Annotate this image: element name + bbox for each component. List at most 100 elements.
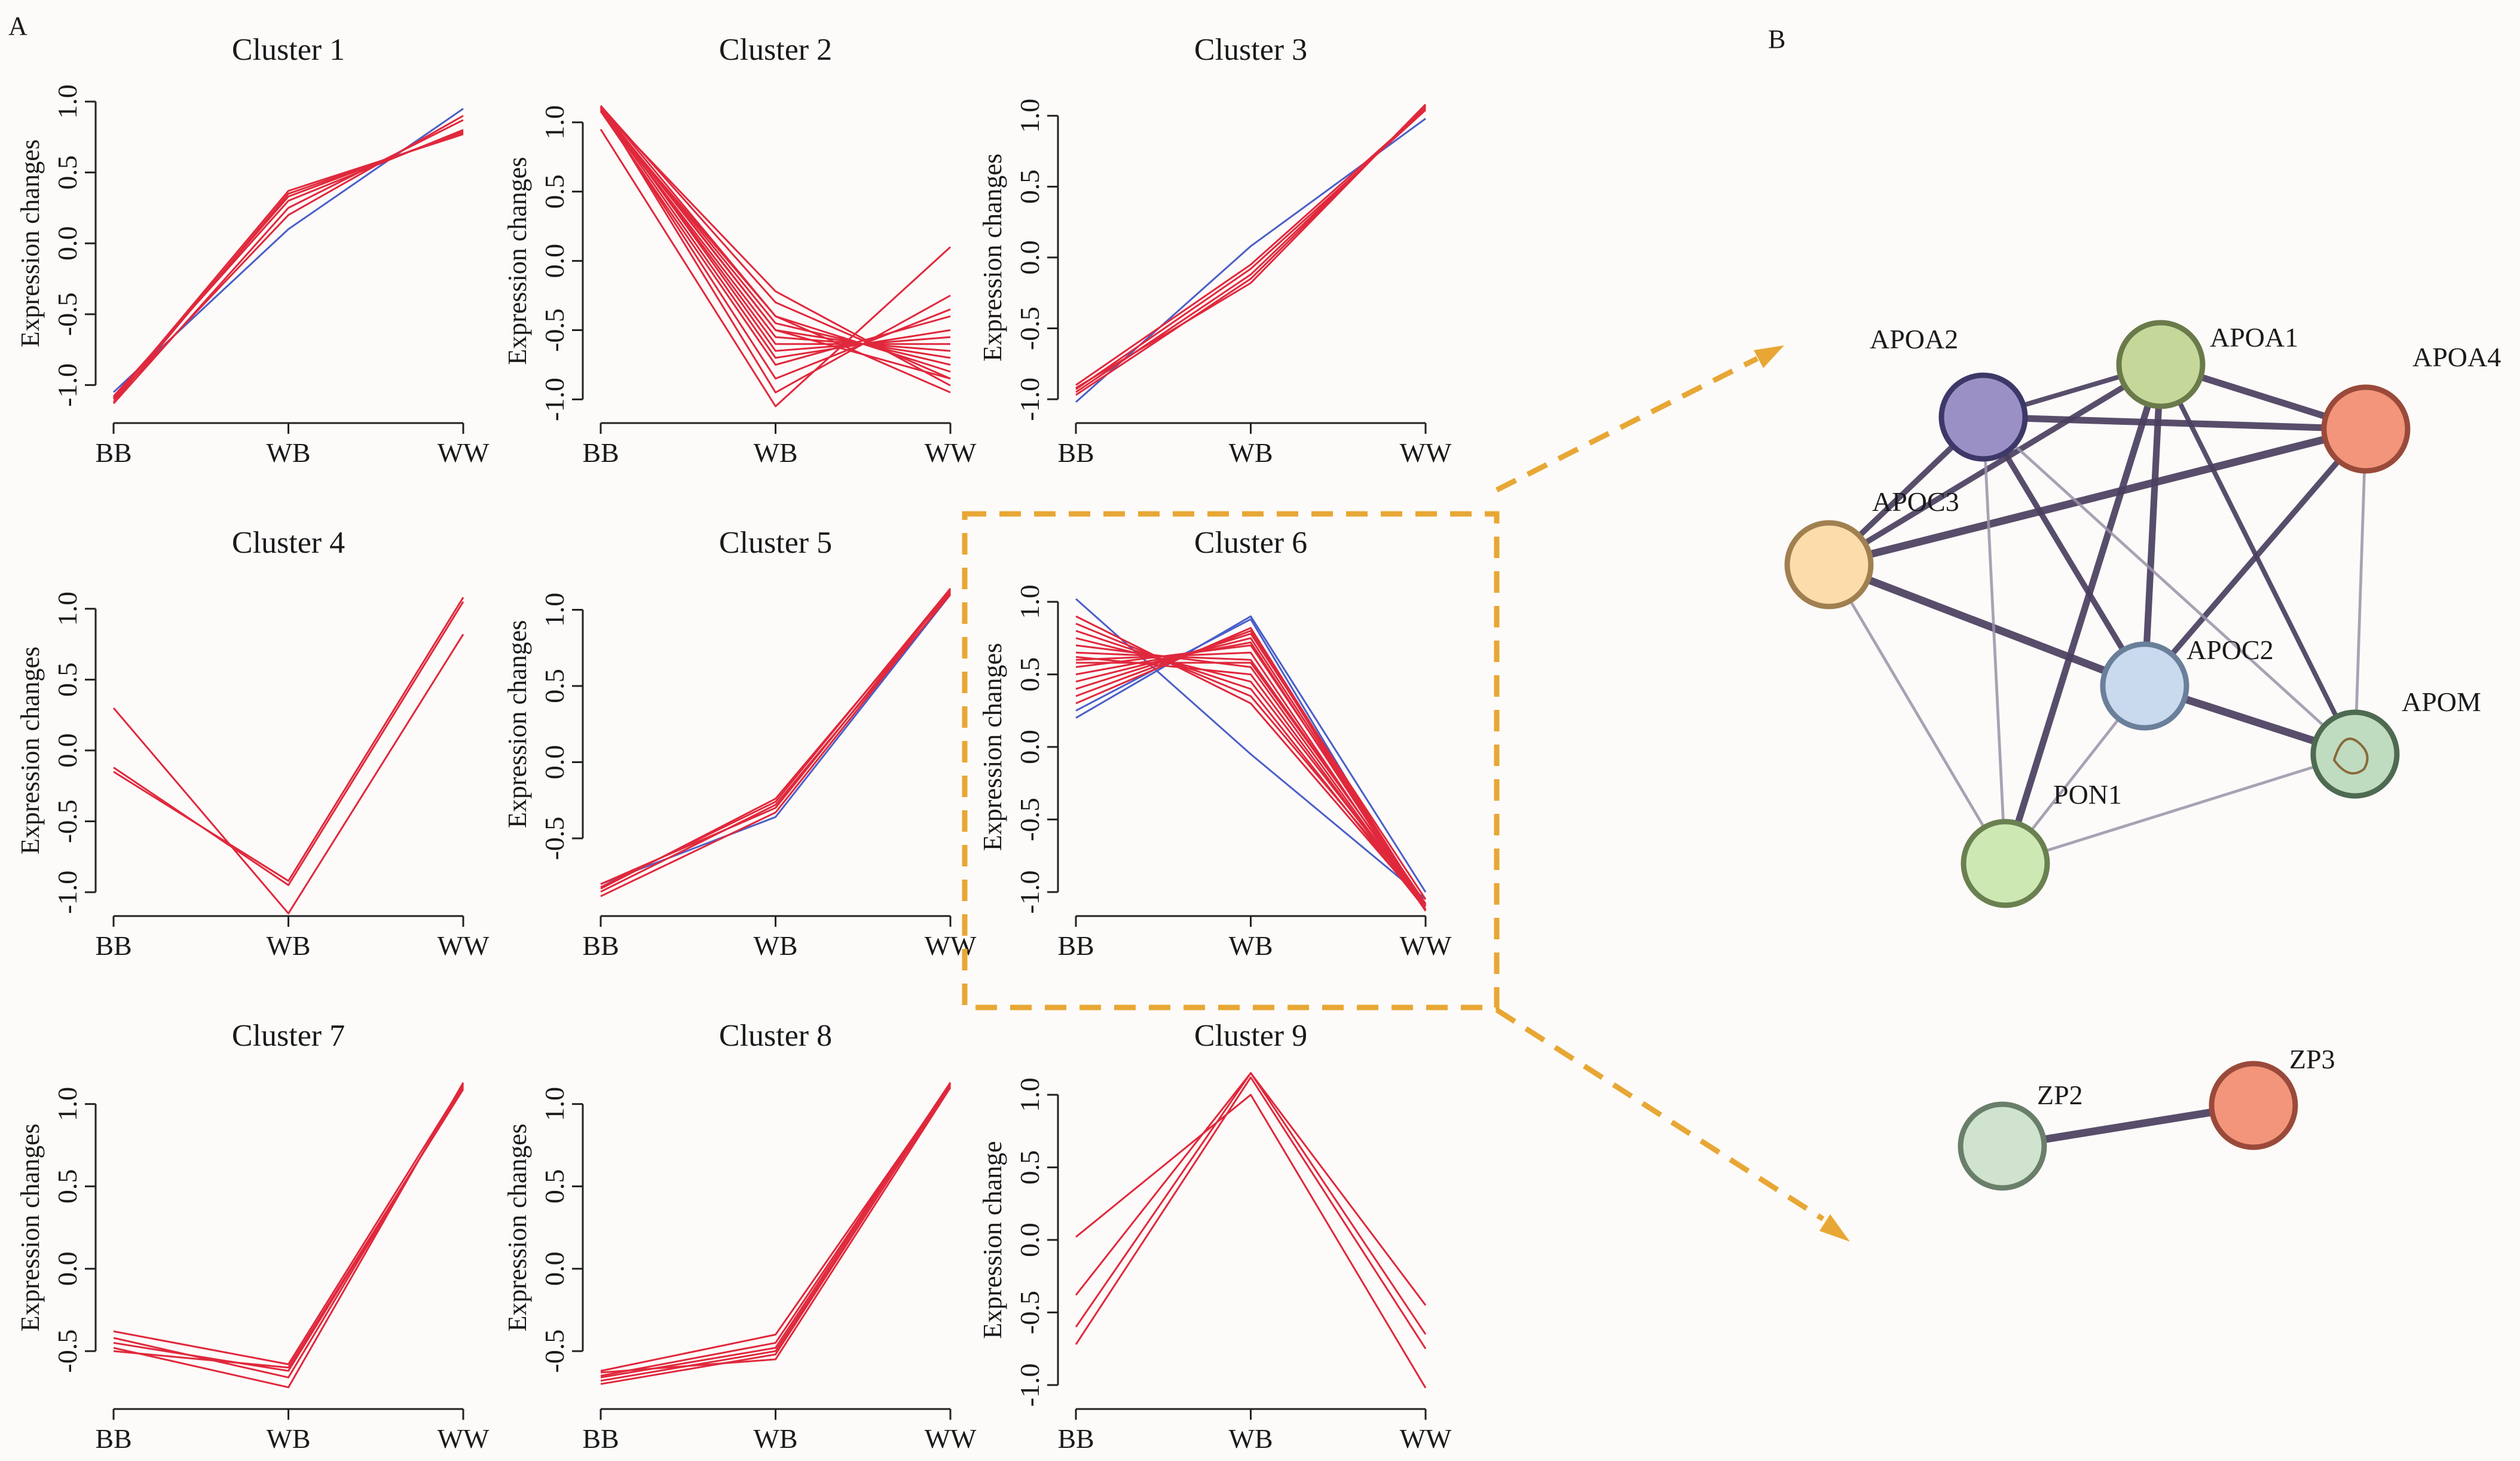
node-apoc2: APOC2 <box>2100 635 2274 731</box>
node-circle <box>1938 372 2028 462</box>
y-axis-label: Expression changes <box>503 1123 532 1331</box>
edge-apoa1-apoc3 <box>1826 362 2164 568</box>
y-tick-label: 1.0 <box>539 1087 570 1122</box>
y-tick-label: 0.5 <box>539 669 570 703</box>
edge-apoa1-pon1 <box>2002 361 2164 867</box>
y-tick-label: 0.0 <box>52 733 82 768</box>
series-line <box>113 1089 464 1369</box>
x-tick-label: WB <box>753 437 797 468</box>
series-line <box>600 108 950 345</box>
series-line <box>600 108 951 366</box>
series-line <box>600 111 951 366</box>
y-tick-label: 1.0 <box>539 105 570 140</box>
y-tick-label: -0.5 <box>1014 307 1045 350</box>
y-tick-label: -0.5 <box>539 1330 570 1373</box>
series-line <box>1075 656 1427 910</box>
chart-title: Cluster 7 <box>232 1019 345 1053</box>
arrow-to-network-2 <box>1495 1007 1825 1221</box>
series-line <box>1075 644 1427 910</box>
node-pon1: PON1 <box>1961 779 2122 908</box>
edge-apoc3-pon1 <box>1827 563 2007 865</box>
y-tick-label: 1.0 <box>539 593 570 627</box>
node-zp2: ZP2 <box>1958 1080 2083 1191</box>
node-label: APOA2 <box>1870 324 1958 354</box>
x-tick-label: WB <box>266 1423 310 1454</box>
y-tick-label: 0.0 <box>52 1251 82 1286</box>
y-tick-label: 0.5 <box>1014 1150 1045 1185</box>
series-line <box>112 115 464 400</box>
y-axis-label: Expression changes <box>16 647 45 854</box>
series-line <box>1075 641 1427 910</box>
node-apom: APOM <box>2310 687 2481 799</box>
series-line <box>600 590 952 890</box>
x-tick-label: WB <box>266 930 310 961</box>
x-tick-label: WB <box>753 930 797 961</box>
x-tick-label: WW <box>925 1423 977 1454</box>
y-tick-label: -1.0 <box>1014 870 1045 914</box>
series-line <box>600 108 951 380</box>
y-tick-label: -1.0 <box>52 363 82 407</box>
node-circle <box>2321 384 2411 474</box>
series-line <box>113 1083 464 1365</box>
y-tick-label: 0.5 <box>52 663 82 697</box>
node-label: APOM <box>2402 687 2481 717</box>
edge-apoa4-apom <box>2353 427 2368 756</box>
chart-title: Cluster 3 <box>1194 33 1307 67</box>
node-apoa1: APOA1 <box>2116 320 2298 409</box>
edge-apoa2-apoc2 <box>1980 414 2148 689</box>
y-tick-label: 1.0 <box>1014 584 1045 618</box>
y-tick-label: 0.5 <box>52 1169 82 1204</box>
chart-title: Cluster 4 <box>232 526 345 560</box>
highlight-annotation <box>962 345 1850 1242</box>
series-line <box>600 105 951 352</box>
series-line <box>600 589 952 885</box>
protein-structure-icon <box>2332 737 2369 775</box>
y-tick-label: 1.0 <box>52 84 82 119</box>
series-line <box>600 108 951 380</box>
series-line <box>1075 105 1427 396</box>
node-apoc3: APOC3 <box>1784 486 1959 609</box>
chart-title: Cluster 6 <box>1194 526 1307 560</box>
series-line <box>600 587 952 888</box>
y-tick-label: -1.0 <box>1014 1363 1045 1407</box>
node-zp3: ZP3 <box>2209 1044 2335 1150</box>
node-circle <box>1784 520 1874 609</box>
y-tick-label: 0.5 <box>539 1169 570 1204</box>
x-tick-label: WW <box>925 437 977 468</box>
series-line <box>1075 630 1427 910</box>
y-tick-label: 0.5 <box>1014 170 1045 204</box>
series-line <box>112 131 464 403</box>
series-line <box>600 1082 952 1379</box>
series-line <box>112 119 464 405</box>
edge-apoc3-apoa4 <box>1825 425 2370 569</box>
y-tick-label: -1.0 <box>1014 378 1045 421</box>
series-line <box>1075 1072 1427 1335</box>
x-tick-label: WB <box>1228 437 1273 468</box>
y-tick-label: -1.0 <box>52 871 82 914</box>
x-tick-label: WW <box>925 930 977 961</box>
arrow-to-network-1 <box>1495 356 1759 493</box>
node-circle <box>1961 819 2050 908</box>
edge-apoc3-apoc2 <box>1825 560 2149 690</box>
y-tick-label: 1.0 <box>52 1087 82 1122</box>
node-label: ZP3 <box>2289 1044 2335 1074</box>
series-line <box>600 106 951 394</box>
node-label: ZP2 <box>2037 1080 2083 1110</box>
series-line <box>1075 637 1427 907</box>
series-line <box>112 633 464 915</box>
series-line <box>1075 1076 1427 1349</box>
x-tick-label: WB <box>753 1423 797 1454</box>
series-line <box>600 592 952 898</box>
network-nodes: APOA1 APOA2 APOA4 APOC3 APOC2 APOM PON1 ZP2 ZP3 <box>1784 320 2501 1191</box>
node-circle <box>2116 320 2206 409</box>
x-tick-label: BB <box>95 437 131 468</box>
node-circle <box>2100 641 2189 731</box>
series-line <box>600 1082 952 1377</box>
